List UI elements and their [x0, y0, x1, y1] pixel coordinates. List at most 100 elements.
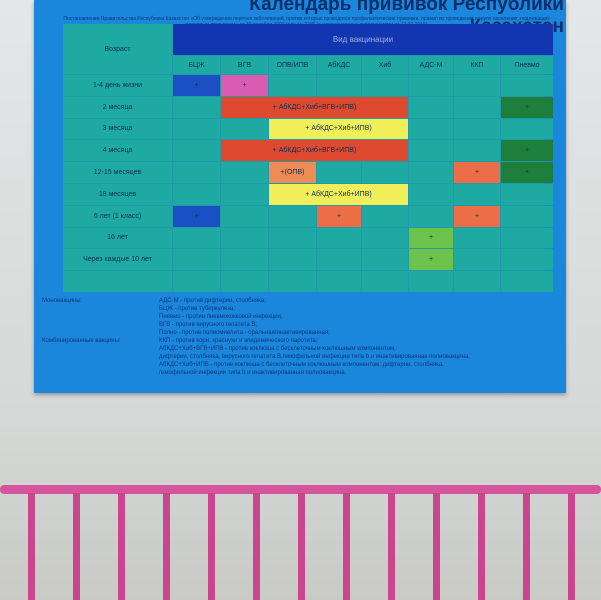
- empty-cell: [173, 96, 220, 118]
- empty-cell: [221, 249, 268, 271]
- column-header: Пневмо: [501, 56, 553, 74]
- age-cell: Через каждые 10 лет: [63, 249, 172, 271]
- empty-cell: [454, 183, 500, 205]
- column-header: ОПВ/ИПВ: [269, 56, 316, 74]
- empty-cell: [409, 140, 453, 162]
- empty-cell: [173, 249, 220, 271]
- railing-bar: [523, 493, 530, 600]
- empty-cell: [362, 271, 408, 292]
- empty-cell: [317, 162, 361, 183]
- railing-bar: [478, 493, 485, 600]
- empty-cell: [501, 249, 553, 271]
- combo-item: АбКДС+Хиб+ИПВ - против коклюша с бесклет…: [159, 362, 444, 368]
- empty-cell: [221, 271, 268, 292]
- empty-cell: [221, 162, 268, 183]
- empty-cell: [409, 205, 453, 227]
- railing-bar: [298, 493, 305, 600]
- mono-item: БЦЖ - против туберкулеза;: [159, 306, 235, 312]
- railing-bar: [73, 493, 80, 600]
- combo-label: Комбинированные вакцины:: [42, 338, 121, 344]
- empty-cell: [269, 75, 316, 96]
- empty-cell: [409, 162, 453, 183]
- age-header: Возраст: [63, 24, 172, 74]
- empty-cell: [501, 75, 553, 96]
- vaccine-cell: +: [173, 75, 220, 96]
- column-header: Хиб: [362, 56, 408, 74]
- vaccine-cell: + АбКДС+Хиб+ИПВ): [269, 118, 408, 140]
- empty-cell: [501, 271, 553, 292]
- empty-cell: [409, 118, 453, 140]
- vaccine-cell: +: [454, 205, 500, 227]
- vaccine-cell: +: [501, 96, 553, 118]
- combo-item: дифтерии, столбняка, вирусного гепатита …: [159, 354, 470, 360]
- railing-bar: [568, 493, 575, 600]
- empty-cell: [269, 271, 316, 292]
- vaccine-cell: +: [454, 162, 500, 183]
- railing-bar: [163, 493, 170, 600]
- mono-list: АДС-М - против дифтерии, столбняка; БЦЖ -…: [159, 297, 330, 337]
- railing-bar: [28, 493, 35, 600]
- empty-cell: [269, 227, 316, 249]
- empty-cell: [454, 96, 500, 118]
- combo-item: гемофильной инфекции типа b и инактивиро…: [159, 370, 347, 376]
- empty-cell: [317, 227, 361, 249]
- mono-item: Полио - против полиомиелита - оральная/и…: [159, 330, 330, 336]
- empty-cell: [173, 227, 220, 249]
- empty-cell: [501, 118, 553, 140]
- empty-cell: [362, 162, 408, 183]
- empty-cell: [317, 271, 361, 292]
- empty-cell: [454, 140, 500, 162]
- empty-cell: [454, 249, 500, 271]
- empty-cell: [317, 249, 361, 271]
- empty-cell: [454, 118, 500, 140]
- empty-cell: [409, 271, 453, 292]
- empty-cell: [362, 227, 408, 249]
- empty-cell: [454, 271, 500, 292]
- empty-cell: [269, 249, 316, 271]
- vaccine-cell: +: [173, 205, 220, 227]
- age-cell: 16 лет: [63, 227, 172, 249]
- mono-item: Пневмо - против пневмококковой инфекции;: [159, 314, 283, 320]
- vaccine-cell: +: [409, 249, 453, 271]
- vaccines-header: Вид вакцинации: [173, 24, 553, 55]
- empty-cell: [173, 271, 220, 292]
- railing-bar: [343, 493, 350, 600]
- empty-cell: [454, 75, 500, 96]
- vaccination-poster: Календарь прививок Республики Казахстан …: [34, 0, 566, 393]
- column-header: БЦЖ: [173, 56, 220, 74]
- age-cell: 1-4 день жизни: [63, 75, 172, 96]
- empty-cell: [501, 205, 553, 227]
- railing-bar: [208, 493, 215, 600]
- empty-cell: [409, 183, 453, 205]
- vaccine-cell: + АбКДС+Хиб+ИПВ): [269, 183, 408, 205]
- mono-item: ВГВ - против вирусного гепатита В;: [159, 322, 258, 328]
- empty-cell: [362, 249, 408, 271]
- empty-cell: [269, 205, 316, 227]
- railing-bar: [388, 493, 395, 600]
- vaccine-cell: + АбКДС+Хиб+ВГВ+ИПВ): [221, 140, 408, 162]
- empty-cell: [362, 75, 408, 96]
- railing-bar: [253, 493, 260, 600]
- vaccine-cell: +: [317, 205, 361, 227]
- age-cell: 4 месяца: [63, 140, 172, 162]
- empty-cell: [221, 227, 268, 249]
- age-cell: 18 месяцев: [63, 183, 172, 205]
- mono-item: АДС-М - против дифтерии, столбняка;: [159, 298, 266, 304]
- age-cell: 3 месяца: [63, 118, 172, 140]
- empty-cell: [501, 227, 553, 249]
- vaccine-cell: + АбКДС+Хиб+ВГВ+ИПВ): [221, 96, 408, 118]
- empty-cell: [173, 118, 220, 140]
- age-cell: 6 лет (1 класс): [63, 205, 172, 227]
- empty-cell: [173, 183, 220, 205]
- vaccine-cell: +: [409, 227, 453, 249]
- empty-cell: [221, 118, 268, 140]
- combo-item: ККП - против кори, краснухи и эпидемичес…: [159, 338, 318, 344]
- empty-cell: [173, 162, 220, 183]
- vaccine-cell: +: [501, 140, 553, 162]
- pink-railing: [0, 485, 601, 600]
- empty-cell: [454, 227, 500, 249]
- empty-cell: [63, 271, 172, 292]
- empty-cell: [221, 205, 268, 227]
- vaccination-table: Возраст Вид вакцинации БЦЖ ВГВ ОПВ/ИПВ АбКДС Х…: [63, 24, 553, 292]
- column-header: АбКДС: [317, 56, 361, 74]
